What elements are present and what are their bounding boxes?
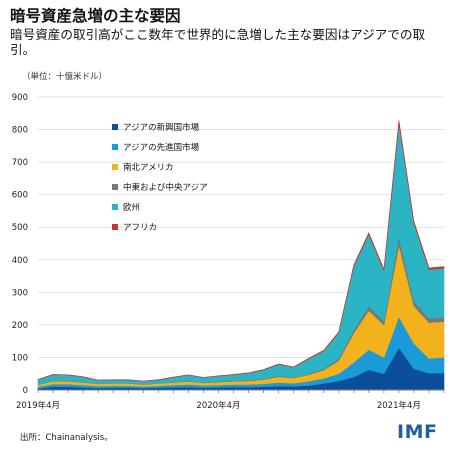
source-note: 出所：Chainanalysis。 — [20, 433, 113, 443]
area-series-group — [37, 120, 445, 391]
chart-subtitle: 暗号資産の取引高がここ数年で世界的に急増した主な要因はアジアでの取引。 — [10, 27, 426, 57]
legend-swatch — [112, 164, 118, 170]
legend-label: アジアの先進国市場 — [123, 142, 200, 153]
legend-label: 中東および中央アジア — [123, 182, 208, 193]
x-tick-label: 2020年4月 — [196, 400, 240, 411]
y-tick-label: 300 — [12, 288, 28, 298]
y-tick-label: 600 — [12, 191, 28, 201]
legend-label: 欧州 — [123, 202, 140, 213]
legend-label: アジアの新興国市場 — [123, 122, 200, 133]
area-series-6 — [37, 120, 445, 382]
y-tick-label: 500 — [12, 223, 28, 233]
unit-label: （単位：十億米ドル） — [22, 72, 108, 82]
chart-title: 暗号資産急増の主な要因 — [10, 7, 181, 25]
y-tick-label: 200 — [12, 321, 28, 331]
legend-swatch — [112, 204, 118, 210]
axes: 0 100 200 300 400 500 600 700 800 900 2019年4月 2020年… — [12, 93, 445, 411]
legend-swatch — [112, 124, 118, 130]
x-tick-label: 2019年4月 — [16, 400, 60, 411]
gridlines — [38, 96, 444, 358]
x-tick-label: 2021年4月 — [377, 400, 421, 411]
imf-logo: IMF — [397, 421, 438, 443]
legend-label: アフリカ — [123, 223, 157, 233]
legend-swatch — [112, 184, 118, 190]
y-tick-label: 0 — [23, 386, 28, 396]
legend-label: 南北アメリカ — [123, 162, 174, 173]
y-tick-label: 700 — [12, 158, 28, 168]
legend-swatch — [112, 144, 118, 150]
y-tick-label: 400 — [12, 256, 28, 266]
legend-swatch — [112, 224, 118, 230]
y-tick-label: 800 — [12, 126, 28, 136]
y-tick-label: 100 — [12, 353, 28, 363]
y-tick-label: 900 — [12, 93, 28, 103]
